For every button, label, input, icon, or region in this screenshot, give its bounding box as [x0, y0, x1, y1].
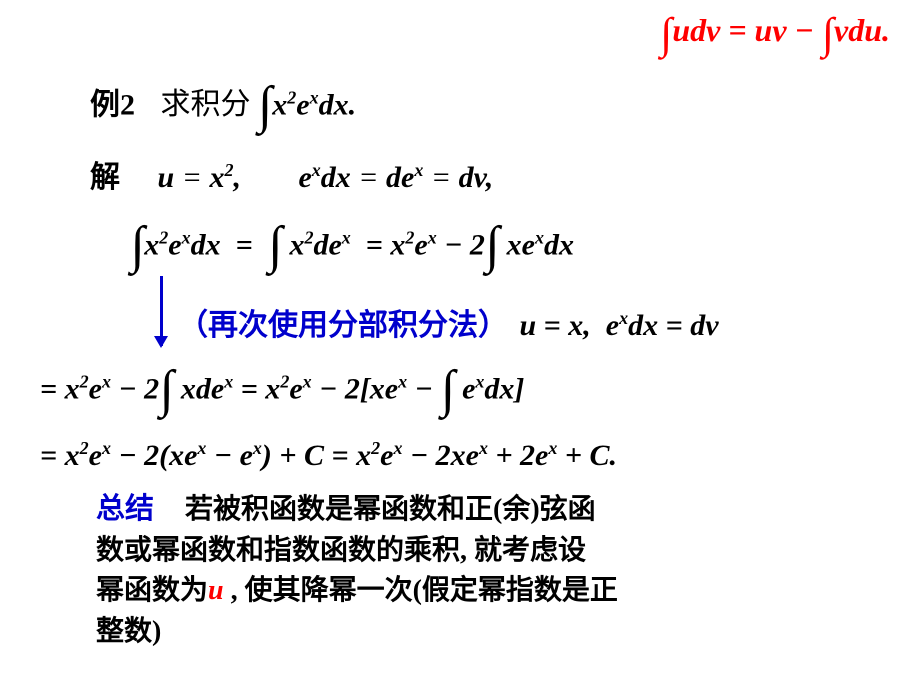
example-line: 例2 求积分 ∫x2exdx.: [90, 78, 356, 137]
solution-label: 解: [90, 161, 120, 194]
step3-expr: = x2ex − 2(xex − ex) + C = x2ex − 2xex +…: [40, 438, 617, 473]
example-label: 例2: [90, 88, 135, 121]
step2-expr: = x2ex − 2∫ xdex = x2ex − 2[xex − ∫ exdx…: [40, 362, 524, 421]
summary-text2: 数或幂函数和指数函数的乘积, 就考虑设: [96, 535, 586, 566]
summary-text3b: , 使其降幂一次(假定幂指数是正: [224, 575, 618, 606]
summary-label: 总结: [96, 493, 154, 525]
summary-text3a: 幂函数为: [96, 575, 208, 606]
arrow-down-icon: [160, 276, 163, 346]
solution-line: 解 u = x2, exdx = dex = dv,: [90, 152, 493, 196]
integration-by-parts-formula: ∫udv = uv − ∫vdu.: [660, 8, 890, 59]
prompt-text: 求积分: [161, 88, 251, 121]
summary-block: 总结 若被积函数是幂函数和正(余)弦函 数或幂函数和指数函数的乘积, 就考虑设 …: [96, 488, 846, 652]
repeat-note: （再次使用分部积分法）: [178, 309, 508, 342]
summary-text1: 若被积函数是幂函数和正(余)弦函: [185, 494, 596, 525]
summary-text4: 整数): [96, 616, 161, 647]
udv: u: [672, 12, 690, 48]
step1-expr: ∫x2exdx = ∫ x2dex = x2ex − 2∫ xexdx: [130, 218, 574, 277]
u-var: u: [208, 575, 224, 606]
note-line: （再次使用分部积分法） u = x, exdx = dv: [178, 300, 719, 344]
